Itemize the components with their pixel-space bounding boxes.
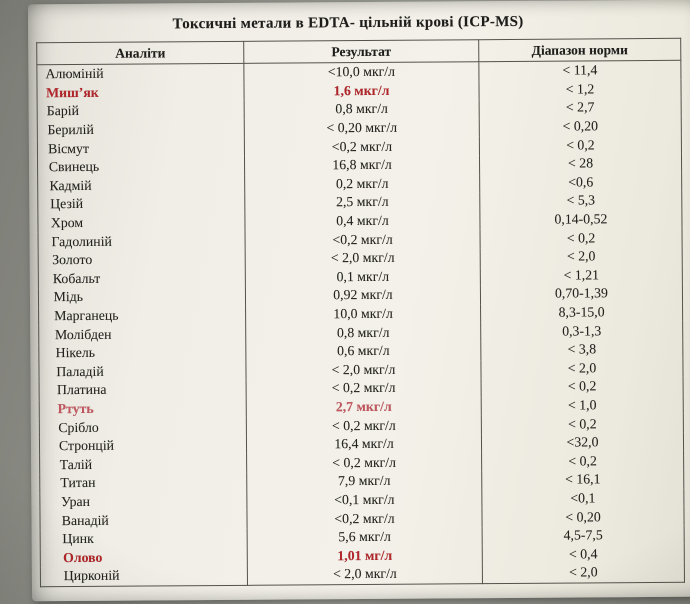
norm-cell: < 0,2 [480,228,683,249]
norm-cell: <0,1 [481,488,684,509]
norm-cell: < 0,20 [481,507,685,528]
analyte-cell: Титан [39,472,247,493]
analyte-cell: Миш’як [36,82,245,103]
analyte-cell: Берилій [37,119,245,140]
norm-cell: < 1,2 [478,79,682,100]
analyte-cell: Кадмій [37,175,245,196]
analyte-cell: Цирконій [40,565,248,587]
result-cell: < 0,20 мкг/л [244,117,480,139]
result-cell: < 0,2 мкг/л [246,415,482,436]
analyte-cell: Ванадій [39,510,248,531]
norm-cell: < 0,4 [482,544,685,565]
result-cell: 0,1 мкг/л [245,266,481,287]
norm-cell: <32,0 [481,432,684,453]
result-cell: 0,8 мкг/л [245,322,481,343]
analyte-cell: Срібло [39,417,247,438]
norm-cell: 8,3-15,0 [480,302,683,323]
result-cell: < 2,0 мкг/л [247,564,483,585]
analyte-cell: Цинк [40,528,248,549]
result-cell: <0,2 мкг/л [244,136,480,157]
norm-cell: <0,6 [479,172,682,193]
result-cell: < 0,2 мкг/л [246,378,482,399]
report-title: Токсичні метали в EDTA- цільній крові (I… [172,13,524,33]
result-cell: 2,7 мкг/л [246,396,482,418]
analyte-cell: Золото [38,249,246,270]
column-header-norm-range: Діапазон норми [478,38,681,62]
result-cell: <0,1 мкг/л [246,489,482,511]
table-row: Цирконій < 2,0 мкг/л < 2,0 [40,562,685,587]
result-cell: 1,01 мг/л [247,545,483,566]
analyte-cell: Паладій [38,361,247,382]
norm-cell: < 3,8 [480,339,683,360]
result-cell: 7,9 мкг/л [246,471,482,492]
analyte-cell: Молібден [38,324,246,345]
analyte-cell: Свинець [37,156,245,177]
norm-cell: < 2,7 [479,97,682,118]
result-cell: 2,5 мкг/л [244,192,480,213]
result-cell: 16,8 мкг/л [244,155,480,176]
analyte-cell: Хром [37,212,246,233]
result-cell: <0,2 мкг/л [245,229,481,250]
norm-cell: < 2,0 [480,358,684,379]
norm-cell: < 16,1 [481,469,684,490]
norm-cell: 0,3-1,3 [480,321,683,342]
result-cell: 1,6 мкг/л [243,80,480,102]
result-cell: 0,6 мкг/л [245,341,481,362]
analyte-cell: Марганець [38,305,246,326]
lab-report-paper: Токсичні метали в EDTA- цільній крові (I… [27,0,690,602]
norm-cell: < 1,21 [480,265,683,286]
analyte-cell: Нікель [38,342,246,363]
norm-cell: < 5,3 [479,190,682,211]
result-cell: 16,4 мкг/л [246,434,482,455]
result-cell: 0,92 мкг/л [245,285,481,306]
norm-cell: < 2,0 [480,246,683,267]
result-cell: < 2,0 мкг/л [245,359,482,380]
norm-cell: 0,14-0,52 [479,209,683,230]
results-table-body: Алюміній <10,0 мкг/л < 11,4 Миш’як 1,6 мкг/л… [36,60,685,587]
analyte-cell: Мідь [38,286,246,307]
result-cell: 0,4 мкг/л [244,210,481,232]
norm-cell: < 0,2 [479,135,682,156]
results-table: Аналіти Результат Діапазон норми Алюміні… [36,37,685,587]
analyte-cell: Барій [37,101,245,122]
analyte-cell: Уран [39,491,247,512]
result-cell: 0,8 мкг/л [244,99,480,120]
analyte-cell: Кобальт [38,268,246,289]
norm-cell: 0,70-1,39 [480,283,683,304]
norm-cell: < 0,20 [479,116,682,137]
result-cell: <0,2 мкг/л [246,508,483,529]
norm-cell: < 11,4 [478,60,681,81]
result-cell: 0,2 мкг/л [244,173,480,194]
norm-cell: < 0,2 [481,376,684,397]
column-header-result: Результат [243,39,479,64]
analyte-cell: Ртуть [39,398,247,419]
analyte-cell: Вісмут [37,138,245,159]
result-cell: <10,0 мкг/л [243,61,479,83]
analyte-cell: Стронцій [39,435,247,456]
norm-cell: 4,5-7,5 [482,525,685,546]
norm-cell: < 2,0 [482,562,685,584]
norm-cell: < 1,0 [481,395,684,416]
analyte-cell: Талій [39,454,247,475]
column-header-analytes: Аналіти [36,41,244,65]
analyte-cell: Алюміній [36,63,244,84]
result-cell: 5,6 мкг/л [247,527,483,548]
norm-cell: < 0,2 [481,414,684,435]
analyte-cell: Олово [40,547,248,568]
analyte-cell: Платина [39,379,247,400]
norm-cell: < 0,2 [481,451,684,472]
analyte-cell: Гадолиній [38,231,246,252]
analyte-cell: Цезій [37,193,245,215]
norm-cell: < 28 [479,153,682,174]
result-cell: < 0,2 мкг/л [246,452,482,473]
result-cell: < 2,0 мкг/л [245,248,481,269]
result-cell: 10,0 мкг/л [245,303,481,325]
